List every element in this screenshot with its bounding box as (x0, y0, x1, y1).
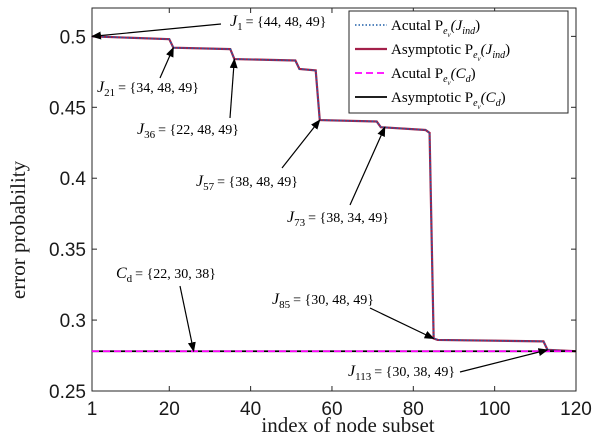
annotation-j73: J73 = {38, 34, 49} (287, 126, 389, 229)
annotation-arrow (229, 58, 238, 119)
annotation-label: J73 = {38, 34, 49} (287, 209, 389, 229)
annotation-label: J85 = {30, 48, 49} (272, 291, 374, 311)
annotation-arrow (179, 285, 196, 353)
annotation-label: J113 = {30, 38, 49} (348, 363, 455, 383)
x-tick-label: 1 (87, 399, 98, 420)
annotation-label: J21 = {34, 48, 49} (97, 79, 199, 99)
annotation-arrow (91, 23, 222, 40)
x-tick-label: 20 (159, 399, 180, 420)
legend-entry-asym_cd: Asymptotic Pev(Cd) (391, 90, 506, 111)
legend-entry-actual_ind: Acutal Pev(Jind) (391, 18, 480, 39)
annotation-arrow (349, 126, 386, 206)
y-axis-label: error probability (6, 160, 30, 299)
y-tick-label: 0.4 (60, 169, 87, 190)
x-tick-label: 40 (240, 399, 261, 420)
series-line-0 (91, 35, 577, 353)
annotation-j21: J21 = {34, 48, 49} (97, 46, 199, 99)
y-tick-label: 0.25 (49, 382, 86, 403)
annotation-arrow (159, 46, 174, 79)
annotation-arrow (281, 119, 321, 169)
annotation-j1: J1 = {44, 48, 49} (91, 13, 326, 40)
x-tick-label: 60 (321, 399, 342, 420)
legend-box (348, 10, 569, 114)
annotation-arrow (369, 307, 435, 340)
x-tick-label: 80 (403, 399, 424, 420)
annotation-j36: J36 = {22, 48, 49} (137, 58, 239, 141)
annotation-j57: J57 = {38, 48, 49} (196, 119, 321, 193)
y-tick-label: 0.3 (60, 311, 86, 332)
y-tick-label: 0.5 (60, 27, 86, 48)
legend-entry-asym_ind: Asymptotic Pev(Jind) (391, 42, 510, 63)
annotation-label: J36 = {22, 48, 49} (137, 121, 239, 141)
annotation-label: J57 = {38, 48, 49} (196, 173, 298, 193)
x-axis-label: index of node subset (261, 413, 434, 437)
x-tick-label: 120 (560, 399, 592, 420)
y-tick-label: 0.35 (49, 240, 86, 261)
annotation-label: J1 = {44, 48, 49} (230, 13, 326, 33)
annotation-arrow (459, 348, 549, 373)
annotation-j85: J85 = {30, 48, 49} (272, 291, 435, 340)
x-tick-label: 100 (479, 399, 511, 420)
y-tick-label: 0.45 (49, 98, 86, 119)
legend-entry-actual_cd: Acutal Pev(Cd) (391, 66, 476, 87)
annotation-cd: Cd = {22, 30, 38} (116, 265, 216, 353)
annotation-label: Cd = {22, 30, 38} (116, 265, 216, 285)
annotation-j113: J113 = {30, 38, 49} (348, 348, 549, 383)
